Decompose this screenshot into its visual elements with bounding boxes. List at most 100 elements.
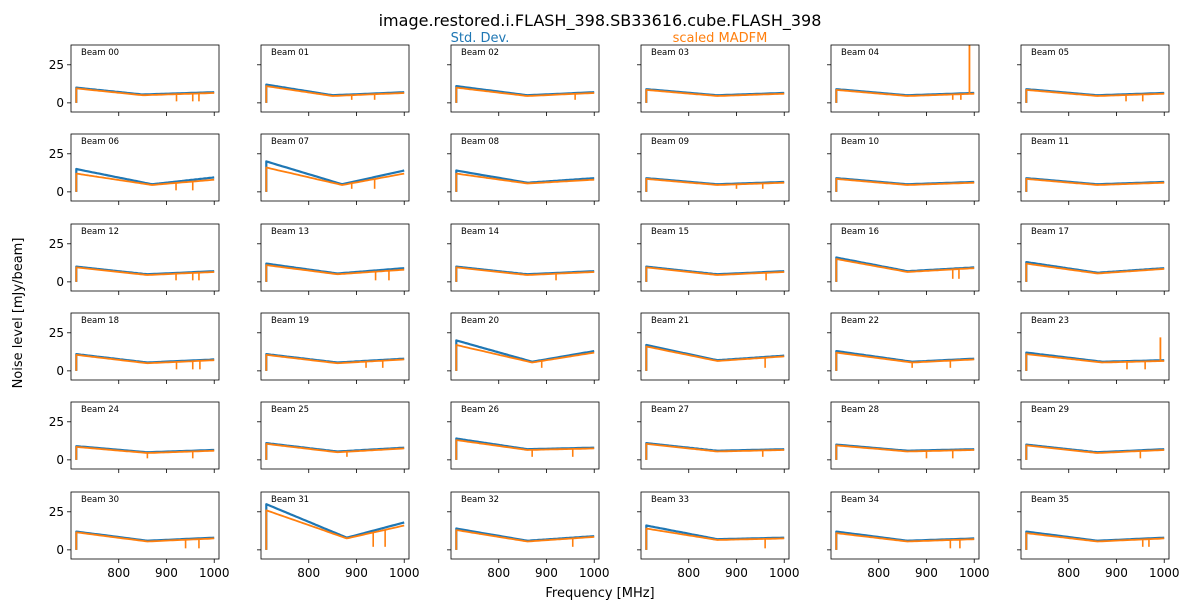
panel-series [75, 86, 215, 103]
figure-title: image.restored.i.FLASH_398.SB33616.cube.… [379, 11, 822, 31]
panel-frame [1020, 491, 1170, 560]
panel-frame [830, 401, 980, 470]
panel-series [265, 353, 405, 371]
panel-31: Beam 31 800 900 1000 [257, 491, 419, 580]
panel-frame [70, 44, 220, 113]
panel-series [645, 524, 785, 550]
panel-frame [450, 133, 600, 202]
x-tick-label: 900 [155, 566, 178, 580]
panel-26: Beam 26 [447, 401, 600, 473]
madfm-line [75, 531, 215, 550]
y-tick-label: 0 [56, 96, 64, 110]
x-tick-label: 800 [107, 566, 130, 580]
madfm-line [75, 266, 215, 282]
panel-32: Beam 32 800 900 1000 [447, 491, 609, 580]
panel-beam-label: Beam 07 [271, 137, 309, 147]
panel-beam-label: Beam 15 [651, 227, 689, 237]
panel-frame [70, 133, 220, 202]
panel-20: Beam 20 [447, 312, 600, 384]
panel-0: Beam 00 0 25 [49, 44, 220, 116]
madfm-line [645, 527, 785, 550]
panel-series [645, 265, 785, 282]
madfm-line [265, 443, 405, 460]
panel-11: Beam 11 [1017, 133, 1170, 205]
panel-beam-label: Beam 18 [81, 316, 119, 326]
panel-series [455, 437, 595, 460]
panel-series [265, 262, 405, 282]
panel-30: Beam 30 800 900 1000 0 25 [49, 491, 229, 580]
panel-frame [830, 44, 980, 113]
panel-beam-label: Beam 06 [81, 137, 119, 147]
y-tick-label: 0 [56, 543, 64, 557]
panel-beam-label: Beam 20 [461, 316, 499, 326]
panel-series [1025, 88, 1165, 103]
panel-frame [830, 491, 980, 560]
panel-series [455, 85, 595, 103]
y-tick-label: 25 [49, 147, 64, 161]
panel-series [835, 177, 975, 192]
panel-27: Beam 27 [637, 401, 790, 473]
panel-frame [640, 401, 790, 470]
panel-series [1025, 530, 1165, 550]
panel-beam-label: Beam 31 [271, 495, 309, 505]
x-tick-label: 800 [1057, 566, 1080, 580]
panel-beam-label: Beam 34 [841, 495, 879, 505]
panel-beam-label: Beam 27 [651, 405, 689, 415]
panel-beam-label: Beam 33 [651, 495, 689, 505]
panel-beam-label: Beam 26 [461, 405, 499, 415]
panel-beam-label: Beam 01 [271, 48, 309, 58]
x-tick-label: 1000 [959, 566, 990, 580]
y-tick-label: 25 [49, 58, 64, 72]
panel-15: Beam 15 [637, 223, 790, 295]
x-tick-label: 900 [535, 566, 558, 580]
panel-beam-label: Beam 03 [651, 48, 689, 58]
madfm-line [835, 178, 975, 192]
madfm-line [645, 89, 785, 103]
panel-series [1025, 177, 1165, 192]
panel-frame [450, 312, 600, 381]
panel-series [835, 443, 975, 460]
panel-series [75, 530, 215, 550]
panel-series [835, 256, 975, 282]
panel-frame [260, 223, 410, 292]
panel-series [645, 442, 785, 460]
panel-beam-label: Beam 02 [461, 48, 499, 58]
std-line [1025, 261, 1165, 282]
panel-series [455, 527, 595, 550]
madfm-line [835, 532, 975, 550]
panel-frame [70, 491, 220, 560]
madfm-line [455, 86, 595, 103]
panel-22: Beam 22 [827, 312, 980, 384]
panel-beam-label: Beam 21 [651, 316, 689, 326]
panel-28: Beam 28 [827, 401, 980, 473]
panel-series [1025, 337, 1165, 371]
x-tick-label: 900 [915, 566, 938, 580]
madfm-line [835, 444, 975, 460]
madfm-line [265, 264, 405, 282]
madfm-line [455, 266, 595, 282]
panel-6: Beam 06 0 25 [49, 133, 220, 205]
madfm-line [645, 178, 785, 192]
panel-frame [640, 312, 790, 381]
panel-beam-label: Beam 30 [81, 495, 119, 505]
panel-series [645, 88, 785, 103]
panel-beam-label: Beam 11 [1031, 137, 1069, 147]
madfm-line [1025, 262, 1165, 282]
panel-series [835, 530, 975, 550]
y-tick-label: 25 [49, 415, 64, 429]
panel-beam-label: Beam 10 [841, 137, 879, 147]
y-tick-label: 0 [56, 185, 64, 199]
std-line [265, 503, 405, 550]
panel-beam-label: Beam 09 [651, 137, 689, 147]
madfm-line [1025, 89, 1165, 103]
madfm-line [265, 166, 405, 192]
panel-33: Beam 33 800 900 1000 [637, 491, 799, 580]
panel-series [645, 343, 785, 371]
panel-frame [260, 401, 410, 470]
x-tick-label: 900 [345, 566, 368, 580]
madfm-line [75, 446, 215, 460]
panel-16: Beam 16 [827, 223, 980, 295]
y-tick-label: 25 [49, 237, 64, 251]
madfm-line [455, 439, 595, 460]
